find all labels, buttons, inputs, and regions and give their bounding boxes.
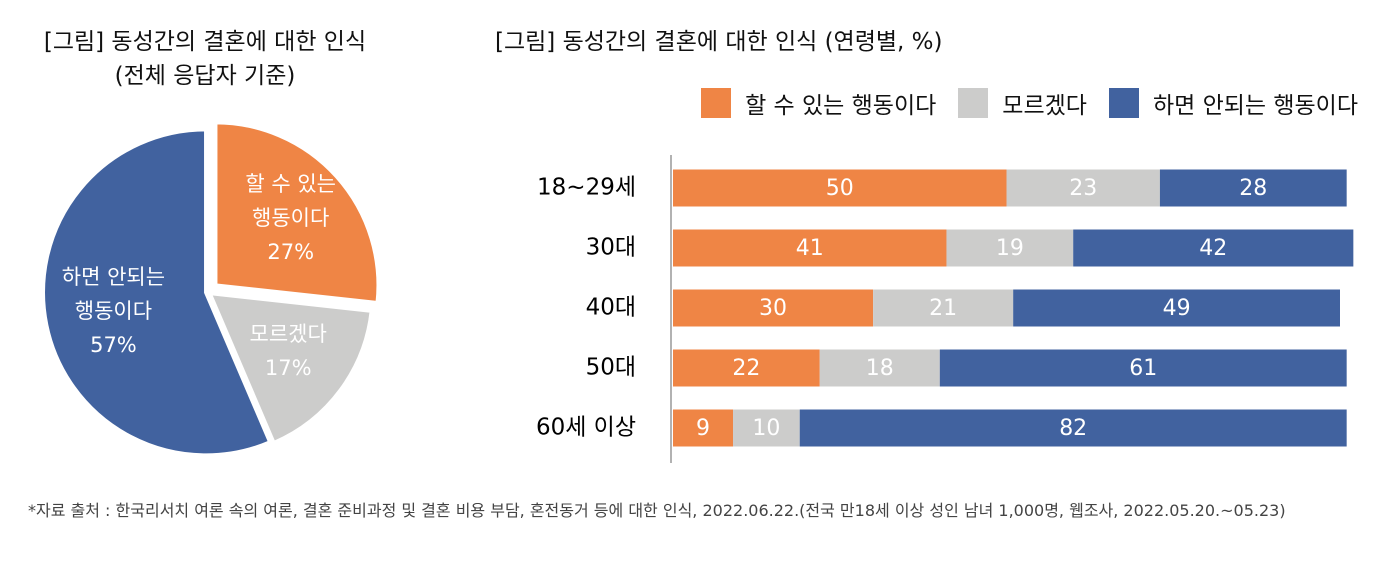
bar-value-label: 21 — [929, 296, 957, 321]
bar-value-label: 49 — [1163, 296, 1191, 321]
bar-value-label: 18 — [866, 356, 894, 381]
y-tick-label: 40대 — [586, 295, 636, 321]
bar-value-label: 9 — [696, 416, 710, 441]
pie-category: 할 수 있는 행동이다 — [245, 171, 336, 230]
pie-value: 57% — [90, 333, 137, 358]
bar — [673, 409, 734, 447]
bar — [819, 349, 940, 387]
bar-value-label: 23 — [1069, 176, 1097, 201]
bar-value-label: 41 — [796, 236, 824, 261]
bar-value-label: 82 — [1059, 416, 1087, 441]
y-tick-label: 30대 — [586, 235, 636, 261]
bar-value-label: 19 — [996, 236, 1024, 261]
bar-value-label: 22 — [732, 356, 760, 381]
pie-category: 모르겠다 — [249, 322, 327, 347]
bar-value-label: 30 — [759, 296, 787, 321]
bar-value-label: 61 — [1129, 356, 1157, 381]
bar — [799, 409, 1347, 447]
bar-value-label: 42 — [1199, 236, 1227, 261]
legend-label: 모르겠다 — [1002, 93, 1087, 119]
legend-swatch — [701, 88, 732, 118]
bar — [873, 289, 1014, 327]
legend-label: 하면 안되는 행동이다 — [1152, 93, 1358, 119]
y-tick-label: 50대 — [586, 355, 636, 381]
bar-title: [그림] 동성간의 결혼에 대한 인식 (연령별, %) — [495, 29, 943, 55]
legend-swatch — [1108, 88, 1139, 118]
bar — [673, 229, 947, 267]
footnote: *자료 출처 : 한국리서치 여론 속의 여론, 결혼 준비과정 및 결혼 비용… — [28, 501, 1286, 520]
bar-value-label: 50 — [826, 176, 854, 201]
legend: 할 수 있는 행동이다 모르겠다 하면 안되는 행동이다 — [679, 86, 1358, 120]
legend-label: 할 수 있는 행동이다 — [745, 93, 937, 119]
pie-label: 모르겠다 17% — [218, 317, 358, 385]
pie-slice — [41, 127, 273, 458]
pie-title: [그림] 동성간의 결혼에 대한 인식 — [43, 29, 367, 55]
pie-value: 27% — [267, 239, 315, 264]
pie-label: 하면 안되는 행동이다 57% — [43, 260, 183, 362]
pie-category: 하면 안되는 행동이다 — [61, 265, 166, 324]
y-tick-label: 18~29세 — [537, 175, 636, 201]
bar — [673, 289, 874, 327]
bar — [1013, 289, 1340, 327]
pie-slice — [206, 290, 374, 446]
pie-subtitle: (전체 응답자 기준) — [114, 63, 296, 89]
bar-value-label: 28 — [1239, 176, 1267, 201]
bar — [1159, 169, 1347, 207]
bar — [733, 409, 800, 447]
bar-value-label: 10 — [752, 416, 780, 441]
bar — [673, 169, 1007, 207]
pie-label: 할 수 있는 행동이다 27% — [221, 167, 361, 269]
bar — [939, 349, 1347, 387]
pie-value: 17% — [264, 356, 312, 381]
legend-swatch — [958, 88, 989, 118]
bar — [946, 229, 1074, 267]
pie-slice — [213, 120, 381, 306]
bar — [1006, 169, 1160, 207]
bar — [673, 349, 820, 387]
bar — [1073, 229, 1354, 267]
y-tick-label: 60세 이상 — [536, 415, 636, 441]
